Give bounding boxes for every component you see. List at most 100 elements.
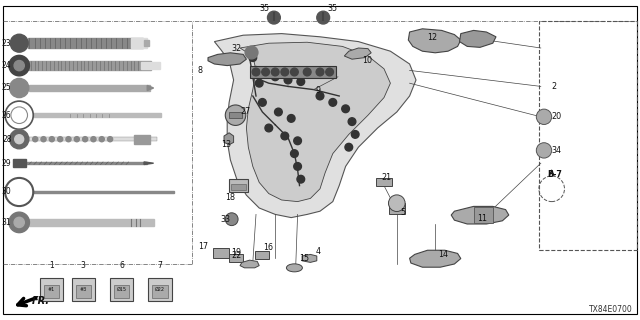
Circle shape — [33, 137, 38, 142]
Bar — [28, 38, 143, 48]
Circle shape — [297, 78, 305, 85]
Text: 26: 26 — [2, 111, 12, 120]
Text: 18: 18 — [225, 193, 235, 202]
Circle shape — [303, 68, 311, 76]
Bar — [114, 285, 129, 298]
Text: 8: 8 — [197, 66, 202, 75]
Text: 17: 17 — [198, 242, 209, 251]
Circle shape — [326, 68, 333, 76]
Text: B-7: B-7 — [547, 170, 562, 179]
Text: 25: 25 — [2, 84, 12, 92]
Circle shape — [329, 99, 337, 106]
Text: 3: 3 — [81, 261, 86, 270]
Text: 16: 16 — [263, 243, 273, 252]
Text: 28: 28 — [2, 135, 12, 144]
Bar — [255, 251, 269, 259]
Polygon shape — [451, 206, 509, 224]
Polygon shape — [208, 53, 246, 66]
Bar — [134, 135, 150, 144]
Circle shape — [351, 131, 359, 138]
Circle shape — [41, 137, 46, 142]
Bar — [152, 285, 168, 298]
Circle shape — [281, 68, 289, 76]
Circle shape — [271, 68, 279, 76]
Text: 9: 9 — [316, 86, 321, 95]
Text: 34: 34 — [551, 146, 561, 155]
Bar — [539, 21, 637, 250]
Circle shape — [265, 124, 273, 132]
Polygon shape — [240, 260, 259, 268]
Text: 4: 4 — [316, 247, 321, 256]
Circle shape — [225, 105, 246, 125]
Bar — [474, 207, 493, 223]
Text: 24: 24 — [2, 61, 12, 70]
Text: 19: 19 — [231, 248, 241, 257]
Circle shape — [294, 137, 301, 145]
Circle shape — [271, 73, 279, 81]
Text: 30: 30 — [2, 188, 12, 196]
Bar — [141, 62, 160, 69]
Bar — [231, 184, 246, 190]
Circle shape — [225, 213, 238, 226]
Circle shape — [268, 11, 280, 24]
Circle shape — [317, 11, 330, 24]
Bar — [29, 219, 154, 226]
Text: 22: 22 — [232, 252, 242, 260]
Text: Ø22: Ø22 — [155, 287, 165, 292]
Circle shape — [275, 108, 282, 116]
Bar — [40, 278, 63, 301]
Text: 31: 31 — [2, 218, 12, 227]
Bar — [250, 66, 336, 78]
Circle shape — [108, 137, 113, 142]
Circle shape — [58, 137, 63, 142]
Text: 33: 33 — [221, 215, 231, 224]
Circle shape — [14, 217, 24, 228]
Bar — [29, 85, 150, 91]
Bar — [110, 278, 133, 301]
Circle shape — [284, 76, 292, 84]
Text: 35: 35 — [327, 4, 337, 13]
Circle shape — [262, 68, 269, 76]
Text: 35: 35 — [259, 4, 269, 13]
Circle shape — [91, 137, 96, 142]
Bar — [72, 278, 95, 301]
Circle shape — [10, 34, 28, 52]
Polygon shape — [344, 48, 371, 59]
Text: 1: 1 — [49, 261, 54, 270]
Circle shape — [291, 150, 298, 157]
Text: 12: 12 — [428, 33, 438, 42]
Polygon shape — [302, 254, 317, 262]
Bar — [44, 285, 59, 298]
Bar — [29, 137, 157, 141]
Text: 11: 11 — [477, 214, 487, 223]
Text: TX84E0700: TX84E0700 — [589, 305, 632, 314]
Circle shape — [316, 68, 324, 76]
Circle shape — [287, 115, 295, 122]
Polygon shape — [147, 85, 154, 91]
Text: Ø15: Ø15 — [116, 287, 127, 292]
Circle shape — [245, 46, 258, 59]
Circle shape — [14, 60, 24, 71]
Circle shape — [345, 143, 353, 151]
Circle shape — [255, 79, 263, 87]
Bar — [229, 254, 243, 262]
Bar — [376, 178, 392, 186]
Text: 7: 7 — [157, 261, 163, 270]
Circle shape — [9, 212, 29, 233]
Bar — [389, 203, 405, 214]
Text: 21: 21 — [381, 173, 391, 182]
Bar — [131, 38, 147, 48]
Text: 27: 27 — [241, 108, 251, 116]
Bar — [76, 285, 91, 298]
Polygon shape — [214, 34, 416, 218]
Circle shape — [49, 137, 54, 142]
Polygon shape — [240, 42, 390, 202]
Circle shape — [15, 135, 24, 144]
Ellipse shape — [287, 264, 303, 272]
Circle shape — [342, 105, 349, 113]
Circle shape — [74, 137, 79, 142]
Bar — [148, 278, 172, 301]
Bar — [144, 40, 149, 46]
Polygon shape — [144, 162, 154, 164]
Circle shape — [10, 130, 29, 149]
